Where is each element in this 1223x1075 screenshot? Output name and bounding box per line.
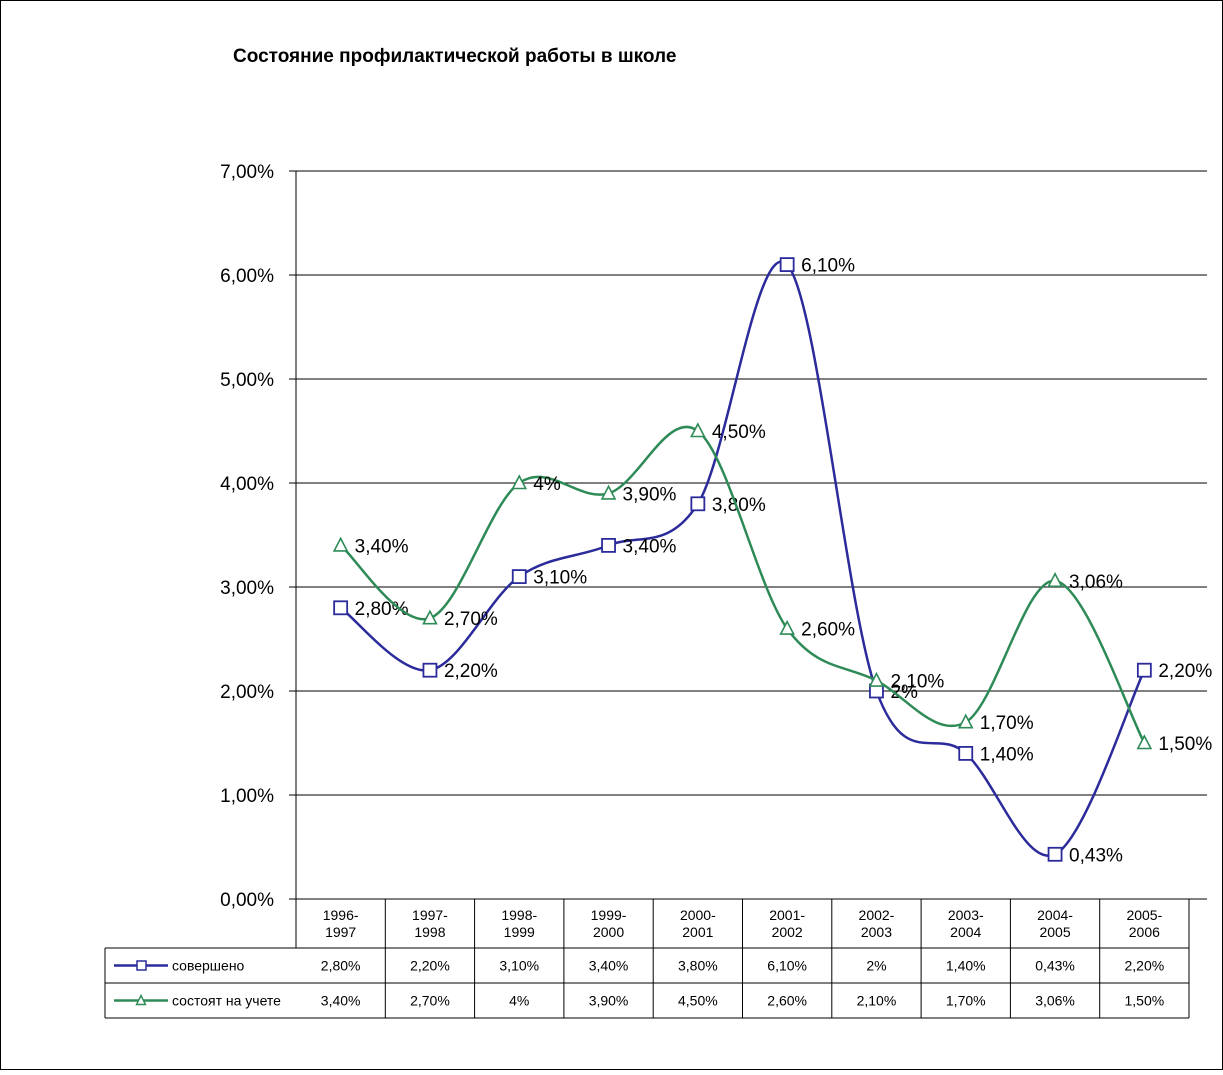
data-point [779,619,795,635]
series-2: 3,40% 2,70% 4% 3,90% 4,50% 2,60% 2,10% 1,70% 3,0… [332,422,1212,755]
data-point [1136,662,1152,678]
data-label: 4,50% [712,422,766,443]
data-label: 2,60% [801,620,855,641]
table-cell: 1,40% [946,958,986,974]
x-tick-label: 1999-2000 [591,907,627,940]
data-table: 1996-1997 1997-1998 1998-1999 1999-2000 2000… [104,898,1190,1019]
data-label: 2,20% [444,661,498,682]
x-tick-label: 1998-1999 [501,907,537,940]
x-tick-label: 2005-2006 [1126,907,1162,940]
series-1: 2,80%2,20%3,10%3,40%3,80%6,10%2%1,40%0,4… [333,256,1212,866]
table-cell: 2,60% [767,993,807,1009]
table-cell: 4,50% [678,993,718,1009]
y-tick-label: 0,00% [220,890,274,911]
data-label: 1,70% [980,713,1034,734]
table-cell: 0,43% [1035,958,1075,974]
data-label: 1,50% [1158,734,1212,755]
data-label: 2,10% [890,672,944,693]
table-cell: 3,40% [589,958,629,974]
x-tick-label: 2000-2001 [680,907,716,940]
data-label: 2,20% [1158,661,1212,682]
chart-title: Состояние профилактической работы в школ… [233,46,676,67]
legend-entry: совершено [172,958,245,974]
data-label: 6,10% [801,256,855,277]
y-tick-label: 6,00% [220,266,274,287]
table-cell: 1,50% [1124,993,1164,1009]
data-label: 2% [890,682,918,703]
table-cell: 3,90% [589,993,629,1009]
y-axis: 0,00% 1,00% 2,00% 3,00% 4,00% 5,00% 6,00% 7,00% [220,162,297,948]
table-cell: 6,10% [767,958,807,974]
y-tick-label: 3,00% [220,578,274,599]
table-cell: 3,80% [678,958,718,974]
x-tick-label: 1997-1998 [412,907,448,940]
data-label: 1,40% [980,744,1034,765]
data-label: 3,90% [623,484,677,505]
data-label: 3,10% [533,568,587,589]
data-point [601,538,616,553]
data-point [511,474,528,490]
data-point [957,713,974,729]
series-layer: 2,80%2,20%3,10%3,40%3,80%6,10%2%1,40%0,4… [332,256,1212,866]
data-point [332,536,349,552]
data-point [868,671,885,687]
y-tick-label: 4,00% [220,474,274,495]
data-label: 3,80% [712,495,766,516]
x-tick-label: 2004-2005 [1037,907,1073,940]
data-label: 4% [533,474,561,495]
table-cell: 2,20% [1124,958,1164,974]
legend-key-marker [135,993,147,1006]
data-point [1136,734,1153,750]
x-tick-label: 2002-2003 [859,907,895,940]
data-label: 3,40% [355,536,409,557]
data-point [600,484,617,500]
data-label: 0,43% [1069,845,1123,866]
data-label: 3,06% [1069,572,1123,593]
x-tick-label: 2003-2004 [948,907,984,940]
y-tick-label: 1,00% [220,786,274,807]
data-point [690,422,706,438]
table-cell: 2% [866,958,886,974]
data-point [422,662,438,678]
x-tick-label: 2001-2002 [769,907,805,940]
table-cell: 3,10% [499,958,539,974]
data-label: 3,40% [623,536,677,557]
table-cell: 4% [509,993,529,1009]
data-point [333,600,349,616]
legend-key-marker [136,960,147,971]
table-cell: 3,06% [1035,993,1075,1009]
y-tick-label: 7,00% [220,162,274,183]
data-point [511,569,527,584]
data-label: 2,70% [444,609,498,630]
y-tick-label: 2,00% [220,682,274,703]
data-point [958,746,974,761]
table-cell: 2,70% [410,993,450,1009]
legend-entry: состоят на учете [172,993,281,1009]
data-point [779,257,795,273]
x-tick-label: 1996-1997 [323,907,359,940]
table-cell: 1,70% [946,993,986,1009]
table-cell: 2,80% [321,958,361,974]
data-point [1047,846,1063,862]
data-point [1047,572,1063,588]
data-point [422,609,438,625]
table-cell: 2,10% [857,993,897,1009]
series-line [339,425,1146,744]
y-tick-label: 5,00% [220,370,274,391]
table-cell: 2,20% [410,958,450,974]
table-cell: 3,40% [321,993,361,1009]
data-point [690,496,706,512]
